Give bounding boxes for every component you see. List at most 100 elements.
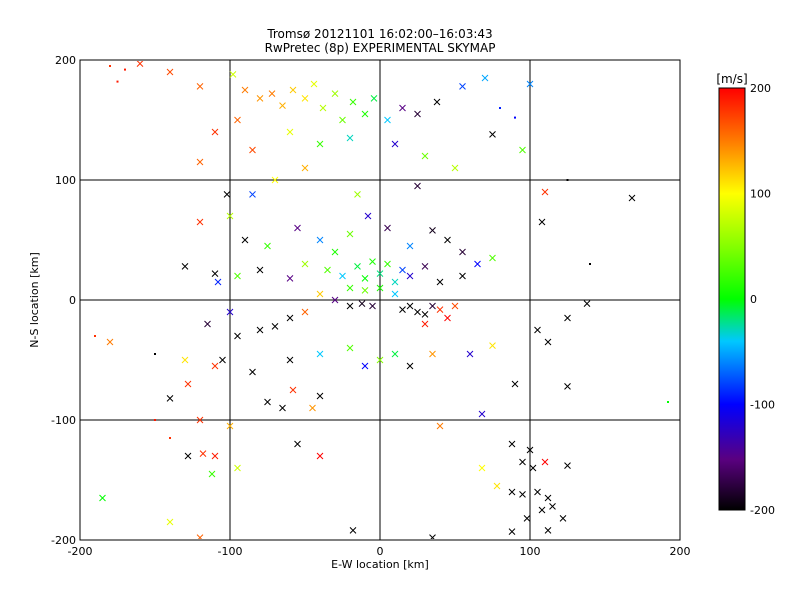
data-point [339,272,346,280]
data-point [538,218,546,226]
data-point [526,80,534,88]
data-point [541,188,549,196]
data-point [421,152,429,160]
data-point [549,503,556,510]
data-point [414,308,421,316]
data-point [369,258,376,265]
data-point [331,248,339,256]
data-point [294,224,301,232]
data-point [564,383,571,390]
data-point [364,212,372,220]
data-point [508,528,516,535]
data-point [106,338,114,346]
data-point [279,404,286,412]
data-point [196,83,204,90]
data-point [154,419,156,421]
data-point [196,534,204,539]
data-point [421,320,429,328]
data-point [166,395,174,402]
data-point [399,266,406,274]
data-point [529,464,537,472]
data-point [346,302,354,310]
data-point [166,68,174,76]
data-point [523,515,531,522]
data-point [429,227,436,234]
data-point [181,263,189,270]
data-point [316,392,324,400]
data-point [184,380,192,388]
data-point [459,248,466,256]
data-point [406,242,414,250]
data-point [94,335,96,337]
plot-frame [79,59,681,541]
data-points [94,61,669,539]
colorbar-tick-label: 0 [750,293,757,306]
data-point [279,102,286,109]
data-point [376,270,384,277]
data-point [346,344,354,352]
data-point [324,266,331,274]
data-point [316,236,324,244]
data-point [208,470,216,478]
data-point [154,353,156,355]
data-point [301,164,309,172]
data-point [583,300,591,307]
data-point [369,302,376,310]
data-point [361,287,369,294]
data-point [211,128,219,136]
data-point [361,110,369,118]
data-point [301,95,309,102]
data-point [414,182,421,190]
data-point [234,332,241,340]
data-point [124,68,126,71]
data-point [309,404,316,412]
data-point [519,146,526,154]
data-point [229,71,237,78]
data-point [466,350,474,358]
data-point [249,146,256,154]
data-point [628,194,636,202]
colorbar-tick-label: 200 [750,82,771,95]
data-point [319,104,327,112]
data-point [204,320,211,328]
data-point [564,314,571,322]
data-point [99,494,106,502]
colorbar-tick-labels: 200 100 0 -100 -200 [750,82,775,517]
x-tick-label: -100 [218,545,243,558]
data-point [474,260,481,268]
data-point [544,527,552,534]
data-point [316,140,324,148]
data-point [211,270,219,277]
data-point [406,272,414,280]
data-point [508,488,516,496]
data-point [331,296,339,304]
data-point [349,527,357,534]
data-point [226,308,234,316]
data-point [478,464,486,472]
data-point [433,98,441,106]
data-point [489,254,496,262]
data-point [391,290,399,298]
data-point [534,488,541,496]
data-point [256,326,264,334]
data-point [429,534,436,539]
data-point [459,272,466,280]
y-tick-label: 100 [55,174,76,187]
data-point [514,116,516,119]
data-point [310,80,318,88]
y-tick-label: 0 [69,294,76,307]
y-tick-label: -200 [51,534,76,547]
data-point [444,236,451,244]
data-point [459,83,466,90]
data-point [234,116,241,124]
y-axis-label: N-S location [km] [28,252,41,348]
data-point [489,342,496,349]
chart-title: Tromsø 20121101 16:02:00–16:03:43 [266,27,492,41]
data-point [264,242,271,250]
colorbar-tick-label: -200 [750,504,775,517]
data-point [544,338,552,346]
data-point [196,416,204,424]
y-tick-label: 200 [55,54,76,67]
data-point [286,128,294,136]
